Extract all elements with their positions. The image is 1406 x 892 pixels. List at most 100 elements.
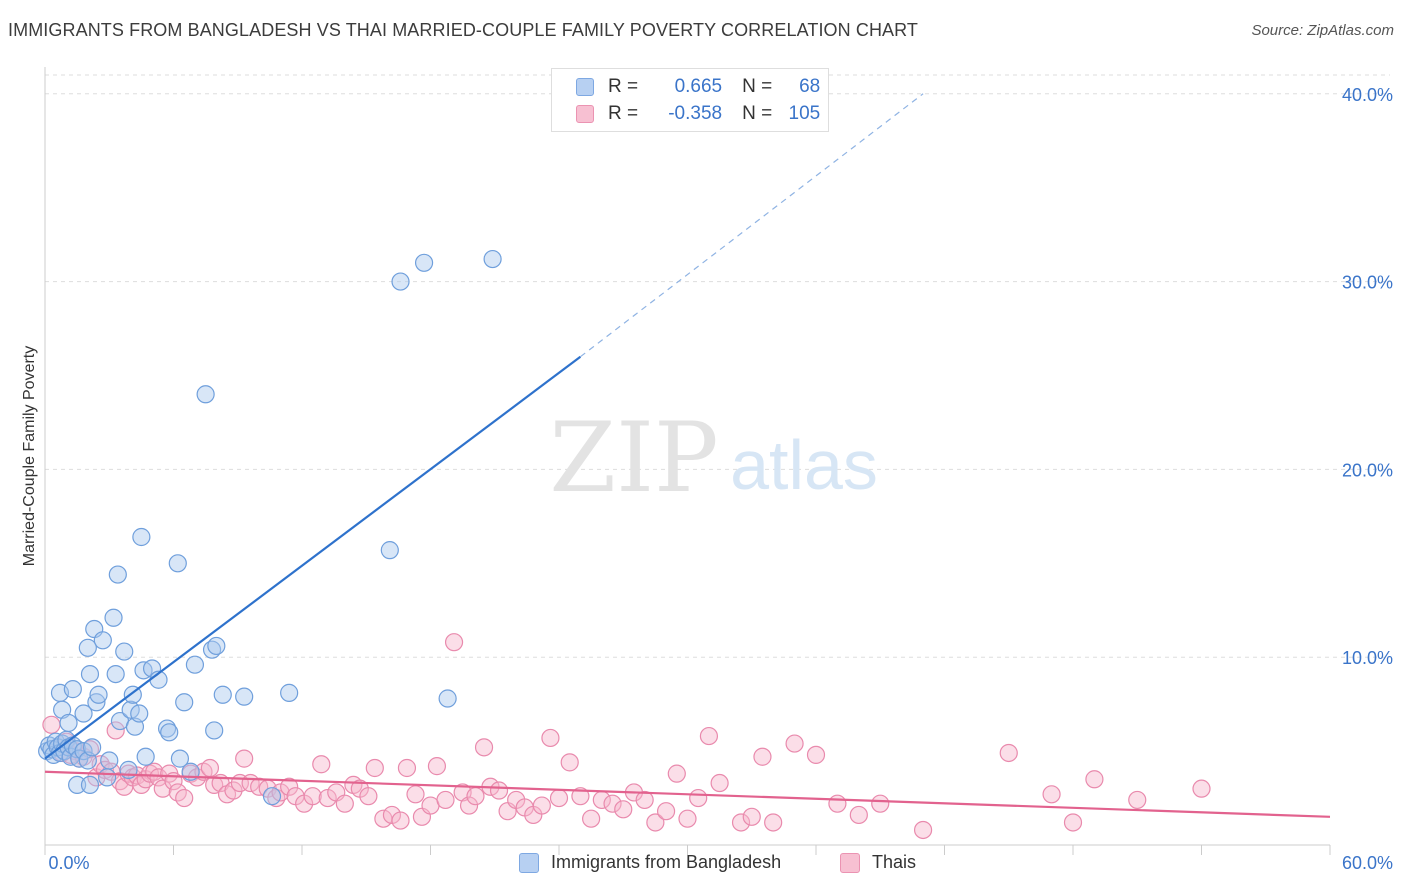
bangladesh-point <box>175 693 194 712</box>
thais-point <box>436 790 455 810</box>
n-value-thais: 105 <box>788 103 821 124</box>
bangladesh-point <box>170 749 190 768</box>
bangladesh-point <box>205 721 224 740</box>
x-tick-label-end: 60.0% <box>1342 853 1393 873</box>
axes <box>44 67 1331 855</box>
y-tick-label-40: 40.0% <box>1342 85 1393 105</box>
thais-point <box>742 807 761 826</box>
thais-point <box>153 779 172 798</box>
bangladesh-point <box>98 768 117 787</box>
thais-point <box>235 749 254 768</box>
r-value-thais: -0.358 <box>668 103 723 124</box>
r-value-bangladesh: 0.665 <box>674 76 723 97</box>
bangladesh-point <box>136 747 155 766</box>
thais-point <box>699 726 719 746</box>
thais-point <box>532 796 551 815</box>
thais-point <box>541 728 560 748</box>
thais-point <box>549 788 569 808</box>
bangladesh-point <box>168 554 187 573</box>
blue-swatch <box>519 852 539 873</box>
trend-lines <box>44 93 1331 818</box>
thais-point <box>999 743 1018 763</box>
y-tick-label-10: 10.0% <box>1342 648 1393 668</box>
thais-point <box>785 734 804 753</box>
thais-point <box>667 764 686 783</box>
bangladesh-point <box>185 655 205 674</box>
bangladesh-point <box>262 787 282 806</box>
bangladesh-point <box>63 680 82 699</box>
legend-item-thais: Thais <box>840 852 916 873</box>
bangladesh-point <box>115 642 134 661</box>
thais-point <box>42 715 61 734</box>
bangladesh-point <box>483 249 502 269</box>
bangladesh-point <box>100 751 119 770</box>
thais-point <box>489 781 509 800</box>
bangladesh-point <box>380 541 399 560</box>
thais-point <box>560 753 579 772</box>
thais-point <box>913 820 933 840</box>
thais-point <box>828 794 847 813</box>
thais-point <box>359 787 378 806</box>
bangladesh-point <box>414 253 434 272</box>
thais-point <box>312 755 331 774</box>
thais-point <box>753 747 772 766</box>
y-tick-label-30: 30.0% <box>1342 273 1393 293</box>
legend-item-bangladesh: Immigrants from Bangladesh <box>519 852 781 873</box>
thais-point <box>466 787 485 806</box>
bangladesh-point <box>132 527 151 547</box>
thais-point <box>710 773 729 793</box>
bangladesh-point <box>78 638 97 657</box>
blue-swatch <box>576 78 594 96</box>
bangladesh-point <box>80 664 100 684</box>
thais-point <box>1128 790 1147 810</box>
r-label: R = <box>608 76 639 97</box>
bangladesh-point <box>196 385 215 404</box>
thais-point <box>731 813 751 832</box>
bangladesh-points <box>38 249 502 806</box>
pink-swatch <box>840 852 860 873</box>
n-label: N = <box>742 103 773 124</box>
thais-point <box>391 811 410 830</box>
source-credit: Source: ZipAtlas.com <box>1251 22 1394 39</box>
thais-point <box>582 809 601 828</box>
thais-point <box>646 813 665 832</box>
thais-point <box>427 757 447 776</box>
legend-row-thais: R = -0.358 N = 105 <box>576 101 820 127</box>
thais-points <box>42 633 1211 840</box>
grid-lines <box>45 74 1390 658</box>
thais-point <box>335 794 354 813</box>
bangladesh-point <box>74 704 93 723</box>
thais-point <box>224 781 243 800</box>
thais-point <box>1042 785 1061 804</box>
pink-swatch <box>576 105 594 123</box>
thais-point <box>571 787 590 806</box>
bangladesh-point <box>207 636 226 656</box>
thais-point <box>444 633 464 652</box>
thais-point <box>175 788 194 808</box>
bangladesh-point <box>59 713 78 733</box>
watermark-zip: ZIP <box>549 402 718 514</box>
chart-title: IMMIGRANTS FROM BANGLADESH VS THAI MARRI… <box>8 20 919 40</box>
watermark: ZIP atlas <box>549 402 878 514</box>
thais-point <box>603 794 622 813</box>
thais-point <box>635 790 654 810</box>
thais-point <box>849 805 868 825</box>
correlation-legend: R = 0.665 N = 68 R = -0.358 N = 105 <box>551 68 829 132</box>
thais-point <box>678 809 697 828</box>
thais-point <box>459 796 479 815</box>
bangladesh-point <box>213 685 232 704</box>
thais-point <box>871 794 890 813</box>
thais-point <box>280 777 299 796</box>
bangladesh-point <box>130 704 149 723</box>
thais-point <box>406 785 425 804</box>
thais-point <box>1063 813 1083 832</box>
bangladesh-point <box>80 775 100 795</box>
thais-point <box>806 745 826 764</box>
thais-point <box>205 775 224 795</box>
bangladesh-point <box>391 272 410 291</box>
tick-labels: 10.0% 20.0% 30.0% 40.0% 0.0% 60.0% <box>48 85 1393 873</box>
bangladesh-trend-extension <box>580 93 924 358</box>
thais-point <box>397 758 417 778</box>
bangladesh-point <box>106 664 125 684</box>
